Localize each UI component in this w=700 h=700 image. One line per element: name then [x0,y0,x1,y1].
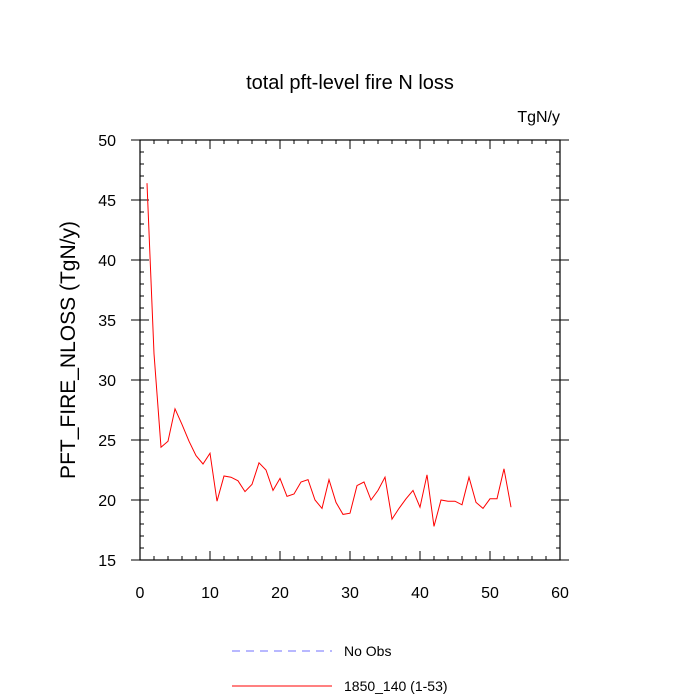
y-tick-label: 40 [98,253,116,270]
chart-title: total pft-level fire N loss [246,72,454,94]
x-tick-label: 0 [136,585,145,602]
x-tick-label: 60 [551,585,569,602]
y-tick-label: 20 [98,493,116,510]
x-tick-label: 40 [411,585,429,602]
series-line [146,183,512,527]
units-label: TgN/y [517,109,560,126]
y-axis-label: PFT_FIRE_NLOSS (TgN/y) [57,221,80,479]
x-tick-label: 20 [271,585,289,602]
legend: No Obs 1850_140 (1-53) [232,643,448,694]
y-tick-label: 45 [98,193,116,210]
y-tick-label: 35 [98,313,116,330]
x-tick-label: 30 [341,585,359,602]
y-tick-label: 50 [98,133,116,150]
plot-frame [139,139,561,561]
x-tick-label: 50 [481,585,499,602]
legend-label: 1850_140 (1-53) [344,678,448,694]
y-tick-label: 25 [98,433,116,450]
y-tick-label: 30 [98,373,116,390]
x-tick-label: 10 [201,585,219,602]
axis-ticks: 0 10 20 30 40 50 60 15 20 25 30 35 40 45 50 [98,133,569,602]
legend-label: No Obs [344,643,391,659]
plot-area [146,183,512,527]
y-tick-label: 15 [98,553,116,570]
